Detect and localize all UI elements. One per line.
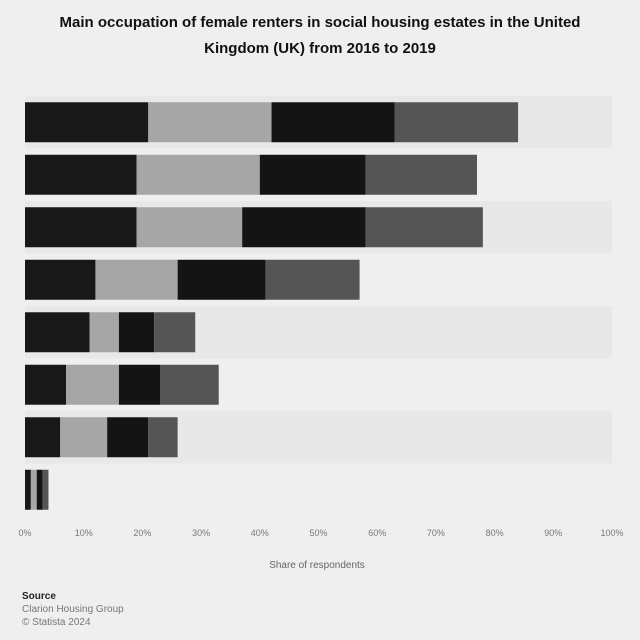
source-label: Source	[22, 591, 56, 602]
bar-segment[interactable]	[60, 417, 108, 458]
bar-segment[interactable]	[148, 102, 272, 143]
bar-segment[interactable]	[25, 102, 149, 143]
bar-segment[interactable]	[394, 102, 519, 143]
source-line: © Statista 2024	[22, 617, 91, 628]
bar-segment[interactable]	[365, 207, 483, 248]
bar-segment[interactable]	[148, 417, 178, 458]
row-band	[25, 463, 612, 516]
bar-segment[interactable]	[95, 259, 178, 300]
bar-segment[interactable]	[160, 364, 219, 405]
bar-segment[interactable]	[365, 154, 477, 195]
bar-segment[interactable]	[89, 312, 119, 353]
bar-segment[interactable]	[271, 102, 395, 143]
bar-segment[interactable]	[259, 154, 366, 195]
x-axis-ticks: 0% 10% 20% 30% 40% 50% 60% 70% 80% 90% 100%	[18, 528, 623, 538]
x-tick-label: 60%	[368, 528, 386, 538]
bar-segment[interactable]	[265, 259, 360, 300]
x-tick-label: 20%	[133, 528, 151, 538]
x-axis-label: Share of respondents	[269, 560, 365, 571]
bar-segment[interactable]	[42, 469, 49, 510]
x-tick-label: 0%	[18, 528, 31, 538]
bar-segment[interactable]	[36, 469, 43, 510]
bar-segment[interactable]	[25, 259, 96, 300]
bar-segment[interactable]	[154, 312, 196, 353]
bar-segment[interactable]	[118, 312, 155, 353]
bar-segment[interactable]	[25, 207, 137, 248]
bar-segment[interactable]	[242, 207, 366, 248]
source-line: Clarion Housing Group	[22, 604, 124, 615]
bar-segment[interactable]	[177, 259, 266, 300]
bar-segment[interactable]	[25, 364, 67, 405]
chart-title: Main occupation of female renters in soc…	[59, 14, 581, 57]
bar-segment[interactable]	[25, 469, 31, 510]
x-tick-label: 50%	[309, 528, 327, 538]
bar-stack-group	[25, 102, 519, 510]
x-tick-label: 80%	[486, 528, 504, 538]
bar-segment[interactable]	[25, 312, 90, 353]
bar-segment[interactable]	[136, 154, 260, 195]
bar-segment[interactable]	[30, 469, 37, 510]
bar-segment[interactable]	[118, 364, 161, 405]
bar-segment[interactable]	[107, 417, 149, 458]
x-tick-label: 100%	[600, 528, 623, 538]
bar-segment[interactable]	[66, 364, 119, 405]
source-block: Source Clarion Housing Group © Statista …	[22, 590, 124, 629]
x-tick-label: 10%	[75, 528, 93, 538]
x-tick-label: 70%	[427, 528, 445, 538]
x-tick-label: 30%	[192, 528, 210, 538]
bar-segment[interactable]	[136, 207, 243, 248]
x-tick-label: 40%	[251, 528, 269, 538]
bar-segment[interactable]	[25, 417, 61, 458]
x-tick-label: 90%	[544, 528, 562, 538]
bar-segment[interactable]	[25, 154, 137, 195]
